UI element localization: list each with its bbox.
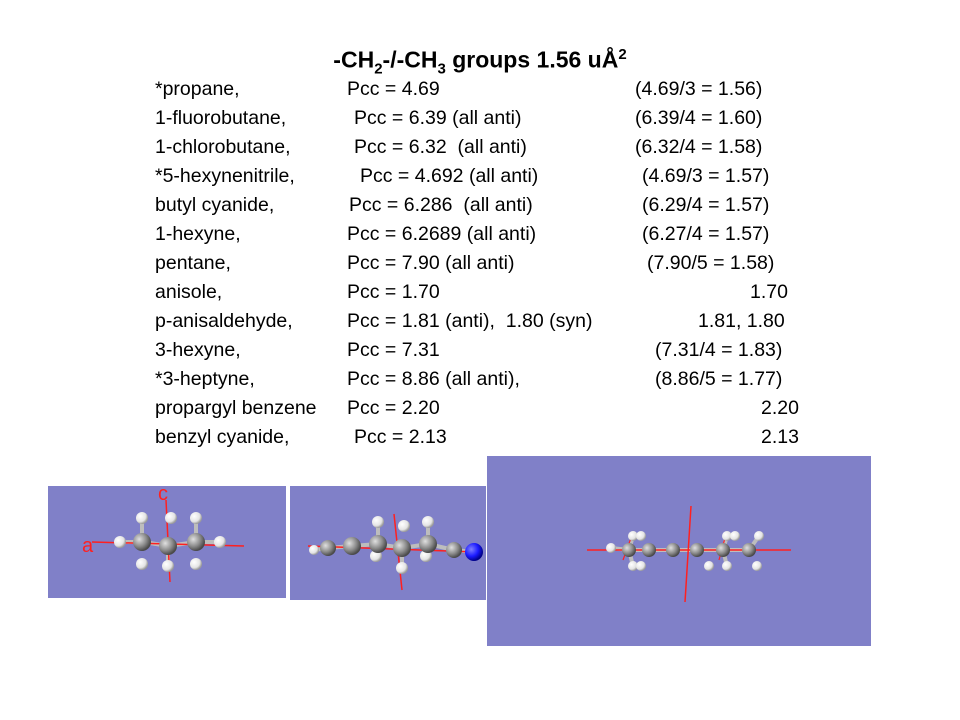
table-row: 1-hexyne, Pcc = 6.2689 (all anti) (6.27/…: [0, 223, 960, 252]
propane-molecule-image: c a: [82, 486, 245, 583]
pcc-value: Pcc = 7.90 (all anti): [347, 252, 515, 274]
slide-title: -CH2-/-CH3 groups 1.56 uÅ2: [333, 46, 627, 78]
pcc-value: Pcc = 4.69: [347, 78, 440, 100]
pcc-value: Pcc = 6.286 (all anti): [349, 194, 533, 216]
molecule-name: 1-fluorobutane,: [155, 107, 287, 129]
pentane-model-panel: [487, 456, 871, 646]
molecule-name: 1-hexyne,: [155, 223, 241, 245]
pcc-value: Pcc = 6.2689 (all anti): [347, 223, 537, 245]
per-group-value: (4.69/3 = 1.56): [635, 78, 763, 100]
pcc-value: Pcc = 6.39 (all anti): [354, 107, 522, 129]
table-row: 1-chlorobutane, Pcc = 6.32 (all anti) (6…: [0, 136, 960, 165]
pcc-value: Pcc = 8.86 (all anti),: [347, 368, 520, 390]
c-axis-label: c: [158, 486, 168, 505]
pcc-value: Pcc = 4.692 (all anti): [360, 165, 539, 187]
molecule-name: pentane,: [155, 252, 231, 274]
molecule-name: *3-heptyne,: [155, 368, 255, 390]
table-row: *5-hexynenitrile, Pcc = 4.692 (all anti)…: [0, 165, 960, 194]
c-axis-line: [684, 505, 692, 603]
per-group-value: (8.86/5 = 1.77): [655, 368, 783, 390]
per-group-value: 2.13: [761, 426, 799, 448]
table-row: 1-fluorobutane, Pcc = 6.39 (all anti) (6…: [0, 107, 960, 136]
pcc-value: Pcc = 1.70: [347, 281, 440, 303]
pcc-value: Pcc = 2.20: [347, 397, 440, 419]
a-axis-label: a: [82, 535, 94, 557]
per-group-value: (7.31/4 = 1.83): [655, 339, 783, 361]
per-group-value: (6.27/4 = 1.57): [642, 223, 770, 245]
table-row: butyl cyanide, Pcc = 6.286 (all anti) (6…: [0, 194, 960, 223]
table-row: anisole, Pcc = 1.70 1.70: [0, 281, 960, 310]
molecule-name: butyl cyanide,: [155, 194, 275, 216]
table-row: 3-hexyne, Pcc = 7.31 (7.31/4 = 1.83): [0, 339, 960, 368]
per-group-value: (4.69/3 = 1.57): [642, 165, 770, 187]
per-group-value: (6.39/4 = 1.60): [635, 107, 763, 129]
pentane-molecule-image: [587, 505, 791, 603]
per-group-value: (6.29/4 = 1.57): [642, 194, 770, 216]
per-group-value: 1.70: [750, 281, 788, 303]
per-group-value: 1.81, 1.80: [698, 310, 785, 332]
pcc-value: Pcc = 6.32 (all anti): [354, 136, 527, 158]
molecule-name: anisole,: [155, 281, 223, 303]
table-row: *3-heptyne, Pcc = 8.86 (all anti), (8.86…: [0, 368, 960, 397]
table-row: *propane, Pcc = 4.69 (4.69/3 = 1.56): [0, 78, 960, 107]
per-group-value: (7.90/5 = 1.58): [647, 252, 775, 274]
pcc-value: Pcc = 2.13: [354, 426, 447, 448]
table-row: p-anisaldehyde, Pcc = 1.81 (anti), 1.80 …: [0, 310, 960, 339]
butyl-cyanide-molecule-image: [307, 513, 483, 591]
pcc-value: Pcc = 7.31: [347, 339, 440, 361]
molecule-name: benzyl cyanide,: [155, 426, 290, 448]
molecule-name: 1-chlorobutane,: [155, 136, 291, 158]
per-group-value: 2.20: [761, 397, 799, 419]
pcc-value: Pcc = 1.81 (anti), 1.80 (syn): [347, 310, 593, 332]
table-row: benzyl cyanide, Pcc = 2.13 2.13: [0, 426, 960, 455]
molecule-name: 3-hexyne,: [155, 339, 241, 361]
per-group-value: (6.32/4 = 1.58): [635, 136, 763, 158]
molecule-name: p-anisaldehyde,: [155, 310, 293, 332]
butyl-cyanide-model-panel: [290, 486, 486, 600]
molecule-name: propargyl benzene: [155, 397, 317, 419]
molecule-name: *propane,: [155, 78, 240, 100]
propane-model-panel: c a: [48, 486, 286, 598]
molecule-name: *5-hexynenitrile,: [155, 165, 295, 187]
table-row: pentane, Pcc = 7.90 (all anti) (7.90/5 =…: [0, 252, 960, 281]
table-row: propargyl benzene Pcc = 2.20 2.20: [0, 397, 960, 426]
